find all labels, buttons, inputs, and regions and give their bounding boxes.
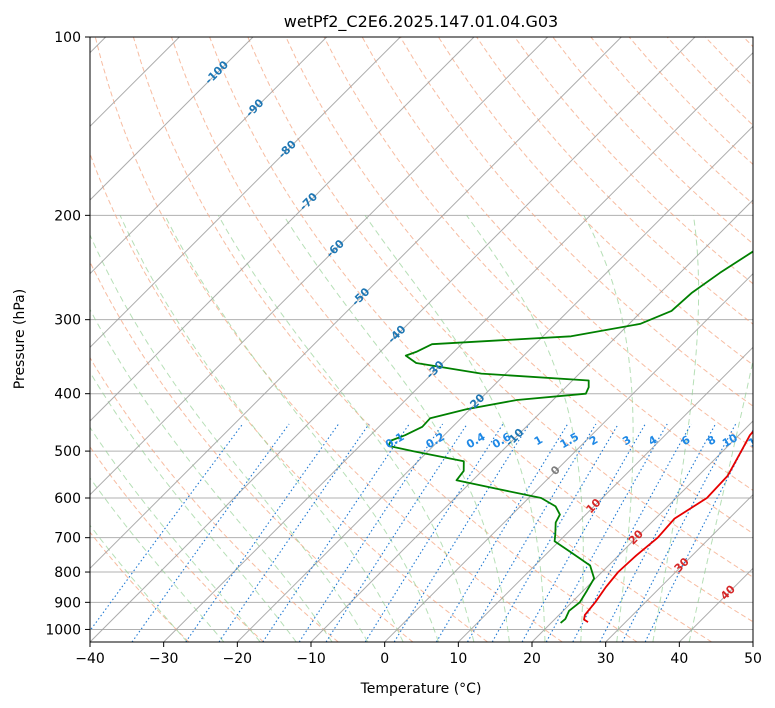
moist-adiabat: [90, 371, 297, 642]
pressure-gridlines: [90, 37, 753, 630]
dry-adiabat: [94, 37, 563, 642]
mixing-ratio-line: [545, 423, 668, 642]
y-tick-label: 700: [54, 531, 81, 547]
dry-adiabat: [323, 37, 753, 491]
y-tick-label: 1000: [45, 622, 81, 638]
moist-adiabat: [364, 215, 546, 642]
mixing-ratio-line: [467, 423, 597, 642]
isotherm-line: [90, 37, 696, 642]
x-tick-label: 10: [449, 651, 467, 667]
isotherm-line: [310, 199, 753, 642]
x-axis-ticks: −40 −30 −20 −10 0 10 20 30 40 50: [75, 642, 762, 667]
mixing-ratio-line: [435, 423, 569, 642]
chart-title: wetPf2_C2E6.2025.147.01.04.G03: [284, 12, 558, 32]
sounding-profiles: [387, 250, 753, 624]
mixing-ratio-line: [393, 423, 530, 642]
y-tick-label: 600: [54, 491, 81, 507]
y-tick-label: 800: [54, 565, 81, 581]
dry-adiabat: [90, 446, 264, 642]
x-tick-label: 40: [670, 651, 688, 667]
dry-adiabat: [90, 356, 339, 642]
moist-adiabat: [119, 215, 404, 642]
isotherm-line: [605, 493, 753, 642]
isotherm-line: [163, 51, 753, 642]
dry-adiabat: [437, 37, 753, 366]
dewpoint-profile-line: [387, 250, 753, 624]
y-tick-label: 400: [54, 387, 81, 403]
dry-adiabat: [514, 37, 753, 285]
mixing-ratio-lines: [90, 423, 753, 642]
isotherm-line: [90, 37, 622, 570]
dry-adiabat: [399, 37, 753, 407]
isotherm-line: [457, 346, 753, 642]
moist-adiabat: [217, 215, 475, 642]
plot-frame: [89, 36, 754, 643]
x-tick-label: 30: [597, 651, 615, 667]
y-tick-label: 900: [54, 595, 81, 611]
y-tick-label: 500: [54, 444, 81, 460]
x-tick-label: 0: [380, 651, 389, 667]
y-tick-label: 100: [54, 30, 81, 46]
isotherm-line: [90, 37, 254, 201]
dry-adiabat: [361, 37, 753, 449]
moist-adiabat: [90, 426, 261, 642]
dry-adiabat: [285, 37, 753, 535]
dry-adiabat: [132, 37, 638, 642]
mixing-ratio-line: [572, 423, 692, 642]
skewed-isotherms: [90, 37, 753, 642]
moist-adiabats: [90, 215, 753, 642]
dry-adiabat: [90, 531, 190, 642]
moist-adiabat: [283, 215, 510, 642]
x-tick-label: −10: [296, 651, 326, 667]
mixing-ratio-label: 13: [746, 431, 766, 450]
x-axis-label: Temperature (°C): [360, 681, 482, 697]
isotherm-line: [531, 420, 753, 642]
moist-adiabat: [583, 215, 634, 642]
dry-adiabat: [209, 37, 753, 623]
x-tick-label: −20: [223, 651, 253, 667]
temperature-profile-line: [583, 430, 753, 623]
y-tick-label: 200: [54, 208, 81, 224]
y-axis-label: Pressure (hPa): [12, 289, 28, 389]
mixing-ratio-line: [131, 423, 290, 642]
isotherm-line: [384, 272, 753, 642]
y-axis-ticks: 100 200 300 400 500 600 700 800 900 1000: [45, 30, 90, 638]
y-tick-label: 300: [54, 313, 81, 329]
plot-area: -100-90-80-70-60-50-40-30-20-10010203040…: [90, 37, 766, 642]
mixing-ratio-line: [262, 423, 410, 642]
mixing-ratio-line: [185, 423, 340, 642]
x-tick-label: 50: [744, 651, 762, 667]
dry-adiabat: [171, 37, 712, 642]
x-tick-label: 20: [523, 651, 541, 667]
mixing-ratio-line: [521, 423, 646, 642]
moist-adiabat: [90, 233, 369, 642]
moist-adiabat: [652, 215, 700, 642]
mixing-ratio-line: [364, 423, 504, 642]
mixing-ratio-line: [218, 423, 370, 642]
dry-adiabat: [247, 37, 753, 578]
x-tick-label: −40: [75, 651, 105, 667]
moist-adiabat: [466, 215, 584, 642]
moist-adiabat: [90, 308, 333, 642]
isotherm-line: [90, 37, 328, 275]
isotherm-line: [90, 37, 401, 349]
isotherm-line: [90, 37, 475, 422]
mixing-ratio-line: [621, 423, 737, 642]
mixing-ratio-line: [644, 428, 753, 642]
moist-adiabat: [90, 477, 225, 642]
mixing-ratio-line: [599, 423, 716, 642]
dry-adiabat: [90, 152, 488, 642]
isotherm-line: [90, 37, 549, 496]
x-tick-label: −30: [149, 651, 179, 667]
isotherm-line: [236, 125, 753, 642]
dry-adiabats: [90, 37, 753, 642]
moist-adiabat: [164, 215, 439, 642]
